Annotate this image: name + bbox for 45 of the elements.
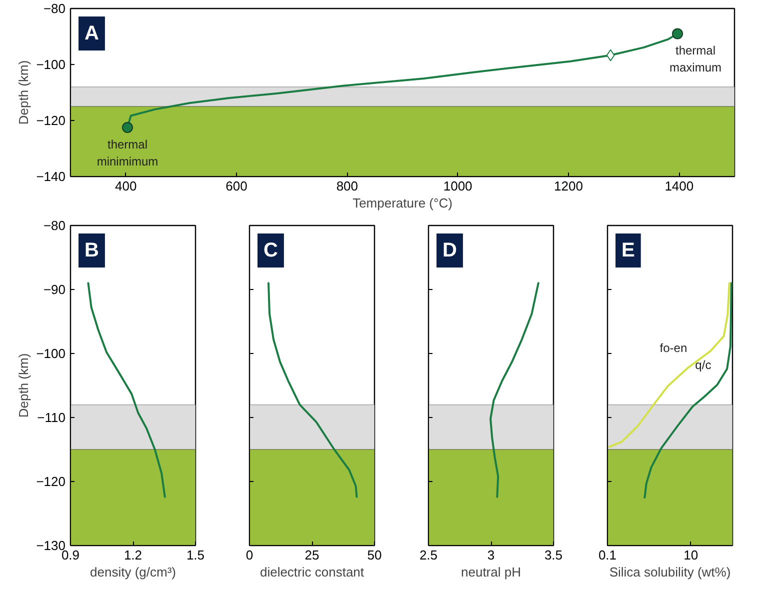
x-axis-title: Temperature (°C) xyxy=(352,196,452,210)
x-tick-label: 600 xyxy=(226,178,248,194)
x-tick-label: 3 xyxy=(487,548,495,562)
x-tick-label: 3.5 xyxy=(544,548,563,562)
x-tick-label: 400 xyxy=(114,178,137,194)
y-tick-label: −110 xyxy=(37,410,66,425)
text: B xyxy=(84,240,99,262)
text: A xyxy=(84,22,99,44)
text: C xyxy=(264,240,278,262)
x-tick-label: 2.5 xyxy=(419,548,438,562)
y-tick-label: −120 xyxy=(36,113,66,128)
y-tick-label: −120 xyxy=(36,474,66,489)
y-tick-label: −100 xyxy=(36,346,66,361)
annotation: thermal maximum xyxy=(670,44,722,74)
y-tick-label: −90 xyxy=(43,282,66,297)
y-tick-label: −140 xyxy=(36,169,66,184)
annotation: fo-en xyxy=(660,341,688,356)
x-tick-label: 1200 xyxy=(554,178,583,194)
x-axis-title: neutral pH xyxy=(461,564,521,580)
y-tick-label: −80 xyxy=(43,218,66,233)
y-axis-title: Depth (km) xyxy=(16,353,32,418)
annotation: q/c xyxy=(695,358,712,372)
y-axis-title: Depth (km) xyxy=(16,60,32,125)
y-tick-label: −80 xyxy=(43,1,66,16)
annotation: thermal minimimum xyxy=(96,138,158,168)
x-tick-label: 1.5 xyxy=(186,548,205,562)
x-axis-title: density (g/cm³) xyxy=(90,564,176,580)
x-tick-label: 800 xyxy=(336,178,358,194)
x-tick-label: 0.1 xyxy=(598,548,617,562)
x-tick-label: 10 xyxy=(684,548,698,562)
x-tick-label: 1400 xyxy=(664,178,694,194)
x-axis-title: Silica solubility (wt%) xyxy=(609,564,731,580)
text: E xyxy=(622,240,635,262)
line-series xyxy=(87,282,166,498)
x-tick-label: 50 xyxy=(367,548,382,562)
text: D xyxy=(442,240,457,262)
y-tick-label: −100 xyxy=(36,57,66,72)
point xyxy=(122,122,133,133)
x-axis-title: dielectric constant xyxy=(260,564,364,580)
x-tick-label: 25 xyxy=(304,548,320,562)
x-tick-label: 0 xyxy=(246,548,254,562)
point xyxy=(606,49,615,62)
x-tick-label: 1.2 xyxy=(124,548,142,562)
x-tick-label: 1000 xyxy=(443,178,472,194)
point xyxy=(672,28,684,40)
